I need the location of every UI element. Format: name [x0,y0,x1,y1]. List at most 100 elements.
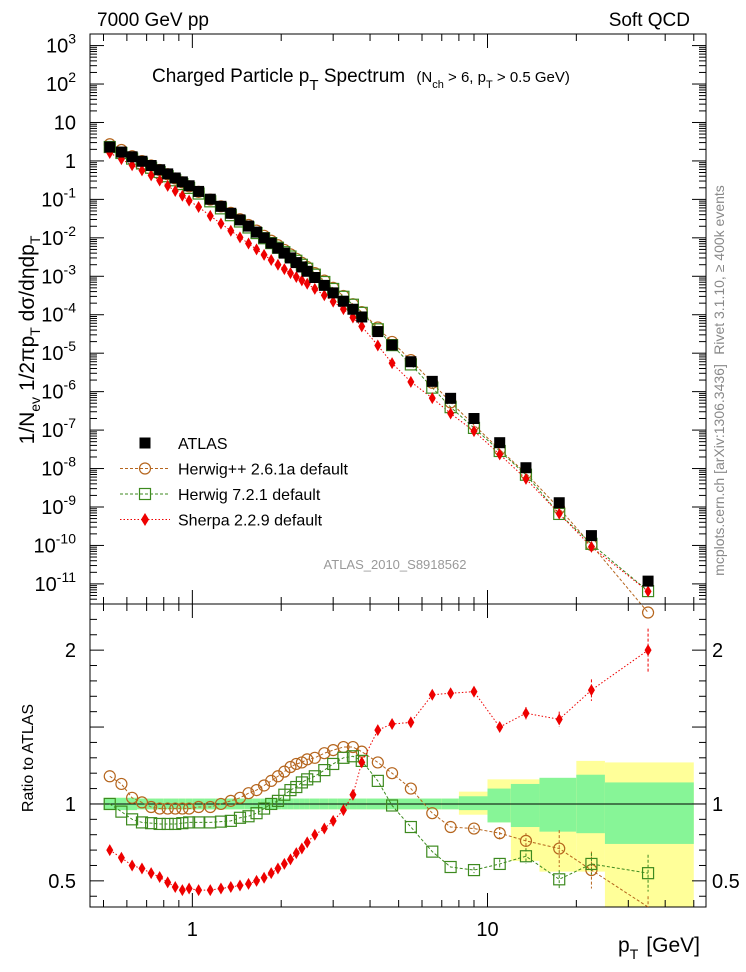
data-point-square [215,200,227,212]
ratio-point-diamond [447,687,455,700]
ratio-green-band [487,788,511,823]
data-point-square [553,497,565,509]
ratio-point-circle [493,827,506,840]
ratio-point-open-square [278,788,291,801]
ratio-point-diamond [292,847,300,860]
data-point-diamond [171,185,179,198]
ratio-point-diamond [358,756,366,769]
title-cond: (N [416,69,432,86]
data-point-square [126,151,138,163]
data-point-square [356,311,368,323]
y-tick-label: 10-3 [41,261,76,288]
ratio-point-diamond [428,688,436,701]
y-tick-label: 10-8 [41,454,76,481]
ratio-point-diamond [147,867,155,880]
y-tick-label: 10-10 [34,530,77,557]
ratio-point-open-square [444,860,457,874]
ratio-green-band [604,782,694,844]
ylabel-part-0: 1/N [16,412,39,445]
ratio-point-open-square [493,857,506,871]
ratio-point-diamond [349,788,357,801]
ratio-point-diamond [195,884,203,897]
data-point-square [162,168,174,180]
ratio-point-open-square [641,867,655,880]
legend-label: Sherpa 2.2.9 default [178,513,323,530]
ratio-y-tick-label: 2 [65,640,76,662]
ratio-point-open-square [271,794,285,807]
y-tick-label: 10-5 [41,338,76,365]
ratio-point-diamond [267,867,275,880]
legend-marker-square [139,437,151,449]
ylabel-part-2: 1/2πp [16,336,39,397]
legend: ATLAS Herwig++ 2.6.1a default Herwig 7.2.1… [120,436,348,530]
data-point-square [468,413,480,425]
ratio-point-diamond [236,879,244,892]
x-tick-label: 1 [187,919,198,941]
ratio-point-diamond [286,853,294,866]
legend-marker-open-square [138,487,152,501]
y-tick-label: 10 [54,112,76,134]
ratio-point-circle [371,756,384,769]
ratio-point-diamond [298,842,306,855]
data-point-diamond [267,253,275,266]
ratio-point-circle [290,757,303,771]
ratio-point-circle [192,800,205,814]
ratio-point-circle [467,822,481,835]
process-label: Soft QCD [609,10,690,31]
data-point-diamond [138,164,146,177]
data-point-diamond [274,258,282,271]
ratio-point-circle [301,753,314,766]
y-tick-label: 10-1 [41,184,76,211]
ratio-point-diamond [320,822,328,835]
ratio-point-circle [271,770,285,783]
data-point-square [494,437,506,449]
data-point-diamond [253,243,261,256]
ratio-point-circle [553,842,566,855]
rivet-label: Rivet 3.1.10, ≥ 400k events [711,185,727,355]
ratio-point-open-square [183,816,196,829]
data-point-square [337,295,349,307]
series-line [109,143,649,613]
legend-label: ATLAS [178,436,228,453]
data-point-diamond [587,540,595,553]
ratio-point-circle [145,800,158,814]
ratio-point-open-square [250,807,263,820]
y-tick-label: 1 [65,151,76,173]
data-point-diamond [236,231,244,244]
ratio-point-diamond [138,862,146,875]
ratio-point-circle [242,787,255,800]
data-point-diamond [292,270,300,283]
title-cond-sub2: T [486,79,493,91]
ratio-point-diamond [311,828,319,841]
ratio-point-open-square [257,802,271,815]
ratio-point-circle [161,802,174,815]
ratio-point-diamond [280,857,288,870]
data-point-square [145,160,157,172]
ratio-point-open-square [115,805,128,818]
data-point-square [309,271,321,283]
xlabel-main: p [618,934,630,957]
ratio-point-circle [126,791,139,804]
data-point-square [284,252,296,264]
data-point-square [272,242,284,254]
data-point-square [426,375,438,387]
data-point-square [104,141,116,153]
y-tick-label: 10-2 [41,223,76,250]
data-point-square [445,392,457,404]
data-point-diamond [407,375,415,388]
data-point-diamond [555,507,563,520]
data-point-square [642,575,654,587]
data-point-square [347,303,359,315]
ratio-line [109,746,649,908]
data-point-square [327,287,339,299]
data-point-diamond [147,169,155,182]
ratio-y-title-group: Ratio to ATLAS [20,704,37,812]
ratio-y-tick-label-right: 1 [712,794,723,816]
data-point-square [372,326,384,338]
ratio-point-diamond [156,871,164,884]
ratio-point-diamond [522,707,530,720]
data-point-diamond [320,289,328,302]
x-axis-title: pT [GeV] [618,934,700,962]
data-point-circle [641,606,655,619]
